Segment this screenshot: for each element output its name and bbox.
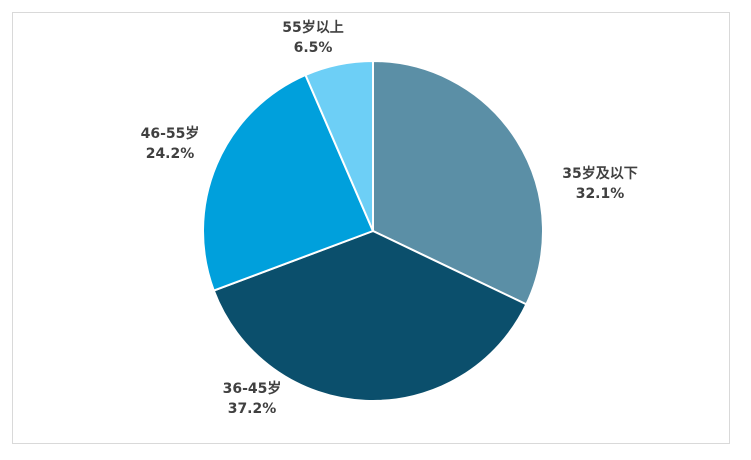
- slice-category-label: 35岁及以下: [562, 165, 637, 182]
- slice-value-label: 37.2%: [228, 401, 277, 417]
- pie-slice: [372, 59, 544, 306]
- slice-value-label: 32.1%: [576, 186, 625, 202]
- slice-category-label: 46-55岁: [141, 125, 200, 142]
- slice-value-label: 24.2%: [146, 146, 195, 162]
- slice-category-label: 36-45岁: [223, 380, 282, 397]
- slice-value-label: 6.5%: [294, 40, 333, 56]
- pie-labels: 35岁及以下 32.1% 36-45岁 37.2% 46-55岁 24.2% 55岁以上 6.…: [141, 19, 638, 417]
- slice-category-label: 55岁以上: [282, 19, 343, 36]
- pie-slice: [212, 229, 528, 402]
- pie-slice: [304, 59, 374, 232]
- pie-slice: [202, 73, 375, 292]
- pie-slices: [202, 59, 544, 402]
